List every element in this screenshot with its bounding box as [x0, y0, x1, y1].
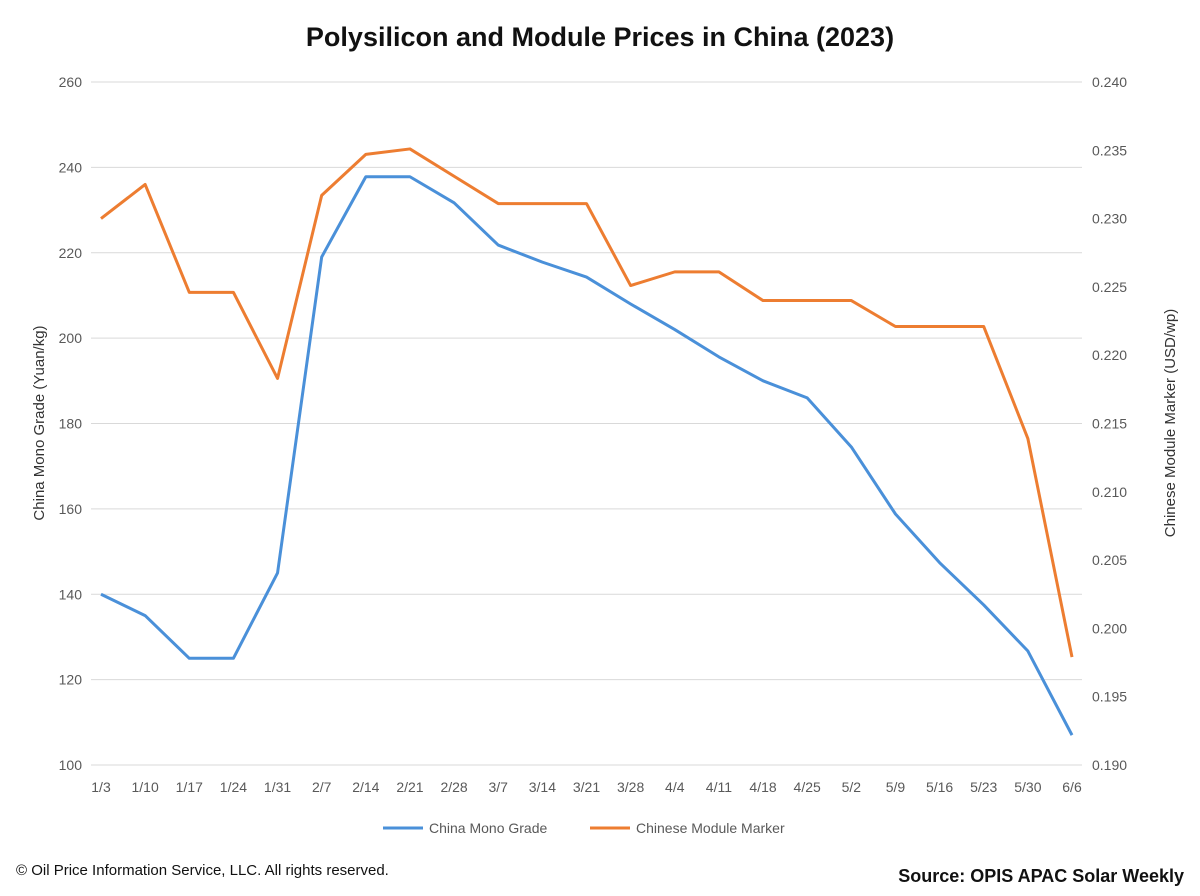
y-left-tick-label: 200 — [59, 330, 83, 346]
x-tick-label: 3/7 — [488, 779, 508, 795]
y-right-tick-label: 0.190 — [1092, 757, 1127, 773]
y-right-tick-label: 0.230 — [1092, 211, 1127, 227]
y-right-tick-label: 0.200 — [1092, 620, 1127, 636]
x-tick-label: 5/9 — [886, 779, 906, 795]
y-right-tick-label: 0.195 — [1092, 689, 1127, 705]
y-left-axis-title: China Mono Grade (Yuan/kg) — [31, 325, 48, 520]
x-tick-label: 3/28 — [617, 779, 644, 795]
y-right-tick-label: 0.220 — [1092, 347, 1127, 363]
chart-title: Polysilicon and Module Prices in China (… — [305, 22, 895, 52]
y-left-tick-label: 120 — [59, 672, 83, 688]
x-tick-label: 2/7 — [312, 779, 332, 795]
y-right-axis-title: Chinese Module Marker (USD/wp) — [1162, 309, 1179, 537]
y-right-tick-label: 0.210 — [1092, 484, 1127, 500]
x-tick-label: 4/4 — [665, 779, 685, 795]
legend-label: China Mono Grade — [429, 820, 548, 836]
y-left-tick-label: 160 — [59, 501, 83, 517]
x-tick-label: 6/6 — [1062, 779, 1082, 795]
y-right-tick-label: 0.225 — [1092, 279, 1127, 295]
x-tick-label: 2/28 — [440, 779, 467, 795]
x-tick-label: 3/14 — [529, 779, 556, 795]
x-tick-label: 3/21 — [573, 779, 600, 795]
x-tick-label: 1/10 — [132, 779, 159, 795]
x-tick-label: 4/18 — [749, 779, 776, 795]
y-left-tick-label: 240 — [59, 159, 83, 175]
y-left-tick-label: 140 — [59, 586, 83, 602]
x-tick-label: 2/14 — [352, 779, 379, 795]
y-left-tick-label: 100 — [59, 757, 83, 773]
x-tick-label: 5/2 — [842, 779, 862, 795]
x-tick-label: 5/30 — [1014, 779, 1041, 795]
x-tick-label: 4/11 — [706, 779, 732, 795]
y-right-tick-label: 0.215 — [1092, 416, 1127, 432]
series-line-chinese-module-marker — [100, 147, 1074, 658]
y-left-tick-label: 180 — [59, 416, 83, 432]
y-left-tick-label: 220 — [59, 245, 83, 261]
x-tick-label: 1/31 — [264, 779, 291, 795]
copyright-text: © Oil Price Information Service, LLC. Al… — [16, 862, 389, 879]
x-tick-label: 1/17 — [176, 779, 203, 795]
y-left-tick-label: 260 — [59, 74, 83, 90]
x-tick-label: 5/23 — [970, 779, 997, 795]
x-tick-label: 5/16 — [926, 779, 953, 795]
y-right-tick-label: 0.205 — [1092, 552, 1127, 568]
x-tick-label: 1/24 — [220, 779, 247, 795]
y-right-tick-label: 0.235 — [1092, 142, 1127, 158]
x-tick-label: 2/21 — [396, 779, 423, 795]
y-right-tick-label: 0.240 — [1092, 74, 1127, 90]
x-tick-label: 4/25 — [794, 779, 821, 795]
legend-label: Chinese Module Marker — [636, 820, 785, 836]
x-tick-label: 1/3 — [91, 779, 111, 795]
source-text: Source: OPIS APAC Solar Weekly — [898, 866, 1184, 886]
series-line-china-mono-grade — [100, 175, 1074, 736]
